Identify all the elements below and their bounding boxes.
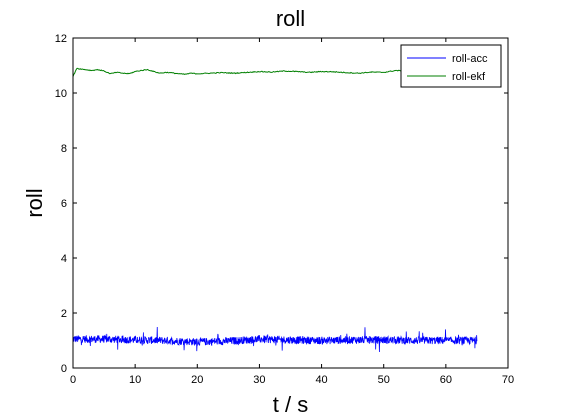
series-line-roll-acc — [72, 326, 478, 353]
ticks-layer: 0 10 20 30 40 50 60 70 0 2 4 6 8 10 12 — [55, 33, 514, 386]
legend-box — [400, 44, 502, 88]
x-tick-label: 20 — [191, 374, 203, 386]
x-tick-label: 60 — [440, 374, 452, 386]
x-tick-label: 50 — [378, 374, 390, 386]
y-tick-label: 10 — [55, 88, 67, 100]
chart-title: roll — [276, 6, 305, 31]
legend-label-roll-ekf: roll-ekf — [452, 71, 486, 83]
x-axis-label: t / s — [273, 392, 308, 417]
y-tick-label: 12 — [55, 33, 67, 45]
y-tick-label: 8 — [61, 143, 67, 155]
x-tick-label: 70 — [502, 374, 514, 386]
legend-label-roll-acc: roll-acc — [452, 53, 488, 65]
plot-area — [73, 38, 508, 368]
y-tick-label: 0 — [61, 363, 67, 375]
y-axis-label: roll — [22, 188, 47, 217]
y-tick-label: 4 — [61, 253, 67, 265]
y-tick-label: 2 — [61, 308, 67, 320]
legend: roll-acc roll-ekf — [400, 44, 502, 88]
x-tick-label: 30 — [253, 374, 265, 386]
x-tick-label: 0 — [70, 374, 76, 386]
y-tick-label: 6 — [61, 198, 67, 210]
x-tick-label: 10 — [129, 374, 141, 386]
x-tick-label: 40 — [315, 374, 327, 386]
